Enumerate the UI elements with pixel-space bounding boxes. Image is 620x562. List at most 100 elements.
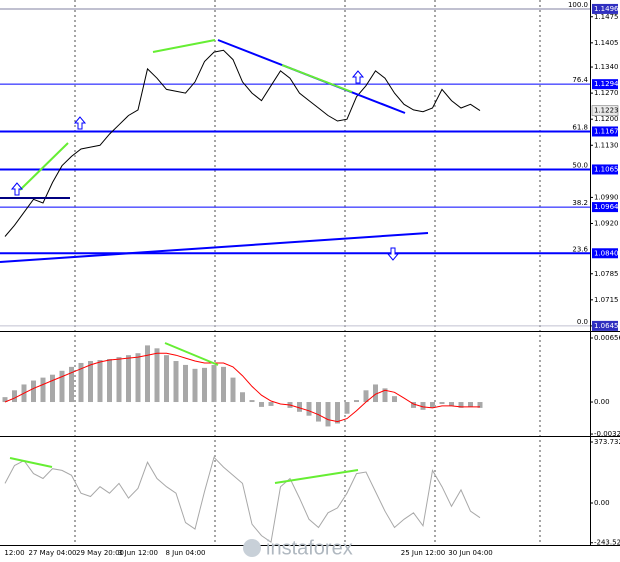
y-tick-label: 1.0715 <box>594 296 619 304</box>
x-tick-label: 29 May 20:00 <box>76 549 124 557</box>
x-tick-label: 12:00 <box>4 549 24 557</box>
histogram-bar <box>392 396 397 403</box>
histogram-bar <box>420 402 426 410</box>
fib-ratio: 38.2 <box>572 199 588 207</box>
annotations <box>0 39 429 484</box>
y-tick-label: 1.1270 <box>594 89 619 97</box>
y-tick-label: 0.00 <box>594 398 610 406</box>
x-tick-label: 25 Jun 12:00 <box>401 549 445 557</box>
y-tick-label: 1.1200 <box>594 115 619 123</box>
price-box-label: 1.1167 <box>594 127 619 135</box>
histogram-bar <box>458 402 464 408</box>
histogram-bar <box>50 374 55 403</box>
y-tick-label: 1.1405 <box>594 39 619 47</box>
price-box <box>592 126 618 137</box>
histogram-bar <box>363 390 369 403</box>
y-tick-label: 1.0785 <box>594 270 619 278</box>
histogram-bar <box>259 402 264 407</box>
price-box-label: 1.1294 <box>594 80 619 88</box>
histogram-bar <box>88 361 93 403</box>
y-tick-label: 0.00656 <box>594 334 620 342</box>
price-box-label: 1.1065 <box>594 165 619 173</box>
histogram-bar <box>249 400 255 403</box>
histogram-bar <box>316 402 321 422</box>
price-box <box>592 164 618 175</box>
histogram-bar <box>12 390 17 403</box>
last-price-box <box>591 105 619 116</box>
price-line <box>4 49 481 237</box>
fib-ratio: 61.8 <box>572 123 588 131</box>
histogram-bar <box>145 345 150 403</box>
y-tick-label: 373.7321 <box>594 438 620 446</box>
histogram-bar <box>230 377 236 403</box>
y-tick-label: 1.1475 <box>594 13 619 21</box>
fib-ratio: 100.0 <box>568 1 588 9</box>
histogram-bar <box>192 368 198 403</box>
y-tick-label: 1.1340 <box>594 63 619 71</box>
histogram-bar <box>268 402 274 406</box>
histogram-bar <box>31 380 36 403</box>
histogram-bar <box>126 355 131 403</box>
price-box <box>592 3 618 14</box>
y-tick-label: 1.0990 <box>594 193 619 201</box>
x-tick-label: 27 May 04:00 <box>28 549 76 557</box>
price-box <box>592 248 618 259</box>
histogram-bar <box>59 370 65 403</box>
fib-ratio: 76.4 <box>572 76 588 84</box>
histogram-bar <box>411 402 416 408</box>
histogram-bar <box>382 388 388 403</box>
price-box-label: 1.1496 <box>594 5 619 13</box>
histogram-bar <box>2 397 8 403</box>
y-tick-label: -0.00328 <box>594 430 620 438</box>
histogram-bar <box>439 402 445 404</box>
watermark-text: instaforex <box>266 537 353 559</box>
histogram-bar <box>297 402 302 412</box>
histogram-bar <box>97 360 103 403</box>
price-box <box>592 202 618 213</box>
histogram-bar <box>468 402 473 407</box>
y-tick-label: -243.5275 <box>594 539 620 547</box>
histogram-bar <box>221 366 226 403</box>
signal-line <box>4 352 480 423</box>
y-tick-label: 1.0920 <box>594 219 619 227</box>
histogram-bar <box>430 402 435 408</box>
histogram-bar <box>135 353 141 403</box>
fib-ratio: 50.0 <box>572 161 588 169</box>
histogram-bar <box>173 361 179 403</box>
x-tick-label: 8 Jun 04:00 <box>165 549 205 557</box>
histogram-bar <box>240 392 245 403</box>
histogram-bar <box>325 402 331 427</box>
time-grid <box>74 0 541 545</box>
histogram-bar <box>164 355 169 403</box>
y-tick-label: 0.00 <box>594 499 610 507</box>
histogram-bar <box>116 357 122 403</box>
price-box <box>592 79 618 90</box>
price-box-label: 1.0840 <box>594 249 619 257</box>
price-box-label: 1.0964 <box>594 203 619 211</box>
histogram-bar <box>69 366 74 403</box>
histogram-bar <box>40 377 46 403</box>
x-tick-label: 30 Jun 04:00 <box>448 549 492 557</box>
histogram-bar <box>183 364 188 403</box>
histogram-bar <box>449 402 454 406</box>
price-line <box>4 456 481 544</box>
price-box <box>592 320 618 331</box>
histogram-bar <box>306 402 312 416</box>
panel-frames <box>0 0 620 546</box>
y-tick-label: 1.1130 <box>594 141 619 149</box>
histogram-bar <box>107 359 112 403</box>
histogram-bar <box>202 367 207 403</box>
histogram-bar <box>78 362 84 403</box>
fib-ratio: 23.6 <box>572 245 588 253</box>
histogram-bar <box>477 402 483 408</box>
histogram-bar <box>154 348 160 403</box>
x-tick-label: 3 Jun 12:00 <box>118 549 158 557</box>
fib-ratio: 0.0 <box>577 318 588 326</box>
histogram-bar <box>335 402 340 424</box>
histogram-bar <box>211 364 217 403</box>
watermark: instaforex <box>243 537 353 559</box>
price-box-label: 1.0645 <box>594 322 619 330</box>
last-price-label: 1.1223 <box>594 107 619 115</box>
